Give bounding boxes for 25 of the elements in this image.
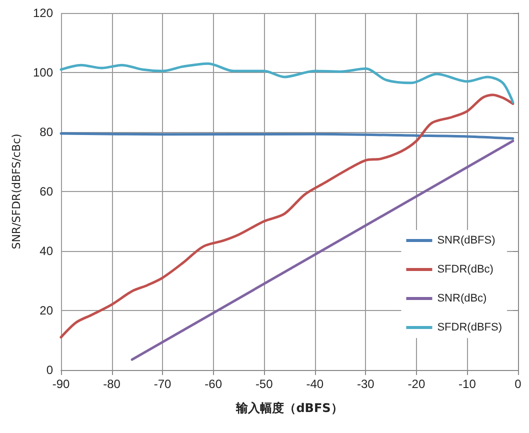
y-tick-label: 20 — [40, 304, 54, 318]
y-tick-label: 100 — [32, 66, 54, 80]
x-tick-label: -80 — [103, 377, 121, 391]
x-tick-label: -30 — [356, 377, 375, 391]
y-tick-label: 40 — [40, 244, 54, 258]
y-axis-title: SNR/SFDR(dBFS/cBc) — [10, 134, 24, 250]
y-tick-label: 60 — [40, 184, 54, 198]
y-tick-label: 0 — [46, 363, 54, 377]
x-tick-label: -60 — [204, 377, 222, 391]
y-tick-label: 120 — [32, 6, 54, 20]
x-tick-label: -40 — [306, 377, 324, 391]
x-tick-label: -10 — [458, 377, 476, 391]
legend-label: SNR(dBFS) — [437, 234, 496, 246]
x-tick-label: 0 — [514, 377, 522, 391]
x-tick-label: -90 — [52, 377, 70, 391]
x-tick-label: -70 — [154, 377, 172, 391]
legend-label: SFDR(dBFS) — [437, 322, 502, 334]
line-series — [60, 94, 514, 339]
x-tick-label: -50 — [255, 377, 274, 391]
x-tick-label: -20 — [408, 377, 426, 391]
legend-label: SNR(dBc) — [437, 292, 487, 304]
x-axis-title: 输入幅度（dBFS） — [235, 401, 343, 415]
y-tick-label: 80 — [40, 125, 54, 139]
legend-label: SFDR(dBc) — [437, 264, 494, 276]
line-series — [60, 62, 514, 104]
